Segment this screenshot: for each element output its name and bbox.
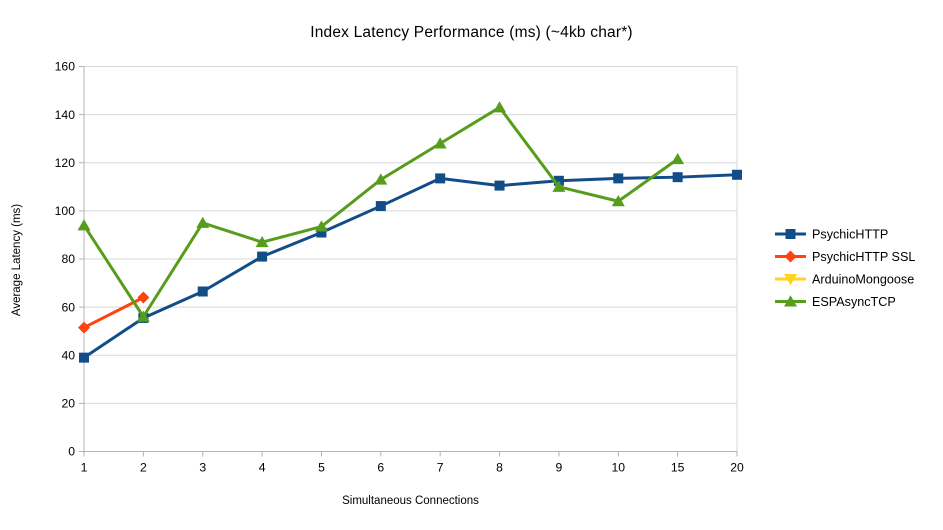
y-tick-label: 0 xyxy=(68,445,75,459)
data-point-psychichttp xyxy=(672,172,683,183)
legend-label-arduinomongoose: ArduinoMongoose xyxy=(812,272,914,286)
data-point-psychichttp xyxy=(613,173,624,184)
x-tick-label: 6 xyxy=(377,461,384,475)
data-point-espasynctcp xyxy=(77,219,91,231)
legend-label-psychichttp-ssl: PsychicHTTP SSL xyxy=(812,250,915,264)
y-tick-label: 60 xyxy=(61,300,75,314)
x-tick-label: 10 xyxy=(611,461,625,475)
y-tick-label: 20 xyxy=(61,397,75,411)
legend-marker-arduinomongoose xyxy=(784,274,797,286)
data-point-espasynctcp xyxy=(314,220,328,232)
data-point-espasynctcp xyxy=(196,216,210,228)
x-tick-label: 8 xyxy=(496,461,503,475)
data-point-psychichttp xyxy=(375,201,386,212)
data-point-psychichttp-ssl xyxy=(137,291,150,304)
y-tick-label: 160 xyxy=(55,60,76,74)
x-tick-label: 15 xyxy=(671,461,685,475)
data-point-psychichttp xyxy=(257,251,268,262)
chart-title: Index Latency Performance (ms) (~4kb cha… xyxy=(310,24,633,41)
y-tick-label: 80 xyxy=(61,252,75,266)
data-point-psychichttp xyxy=(732,169,742,180)
legend-marker-espasynctcp xyxy=(784,295,797,307)
x-tick-label: 7 xyxy=(437,461,444,475)
data-point-espasynctcp xyxy=(671,152,685,165)
data-point-espasynctcp xyxy=(374,173,388,185)
legend-marker-psychichttp xyxy=(785,229,796,239)
x-tick-label: 20 xyxy=(730,461,744,475)
legend-marker-psychichttp-ssl xyxy=(784,250,797,263)
x-tick-label: 4 xyxy=(259,461,266,475)
x-tick-label: 1 xyxy=(81,461,88,475)
series-line-espasynctcp xyxy=(82,105,679,319)
data-point-espasynctcp xyxy=(611,195,625,207)
data-point-psychichttp xyxy=(316,227,327,238)
legend-label-psychichttp: PsychicHTTP xyxy=(812,227,888,241)
y-tick-label: 40 xyxy=(61,348,75,362)
y-tick-label: 140 xyxy=(55,108,76,122)
data-point-espasynctcp xyxy=(433,137,447,149)
x-axis-title: Simultaneous Connections xyxy=(342,495,479,507)
legend-label-espasynctcp: ESPAsyncTCP xyxy=(812,295,896,309)
x-tick-label: 9 xyxy=(556,461,563,475)
data-point-espasynctcp xyxy=(552,180,566,192)
x-tick-label: 5 xyxy=(318,461,325,475)
data-point-psychichttp xyxy=(435,173,446,184)
data-point-psychichttp xyxy=(494,180,505,191)
y-tick-label: 100 xyxy=(55,204,76,218)
data-point-espasynctcp xyxy=(136,310,150,322)
data-point-espasynctcp xyxy=(493,101,507,113)
x-tick-label: 3 xyxy=(199,461,206,475)
data-point-psychichttp xyxy=(79,352,89,363)
data-point-espasynctcp xyxy=(255,235,269,248)
series-line-psychichttp xyxy=(83,173,738,359)
data-point-psychichttp-ssl xyxy=(78,321,90,334)
y-tick-label: 120 xyxy=(55,156,76,170)
data-point-psychichttp xyxy=(197,286,208,297)
x-tick-label: 2 xyxy=(140,461,147,475)
